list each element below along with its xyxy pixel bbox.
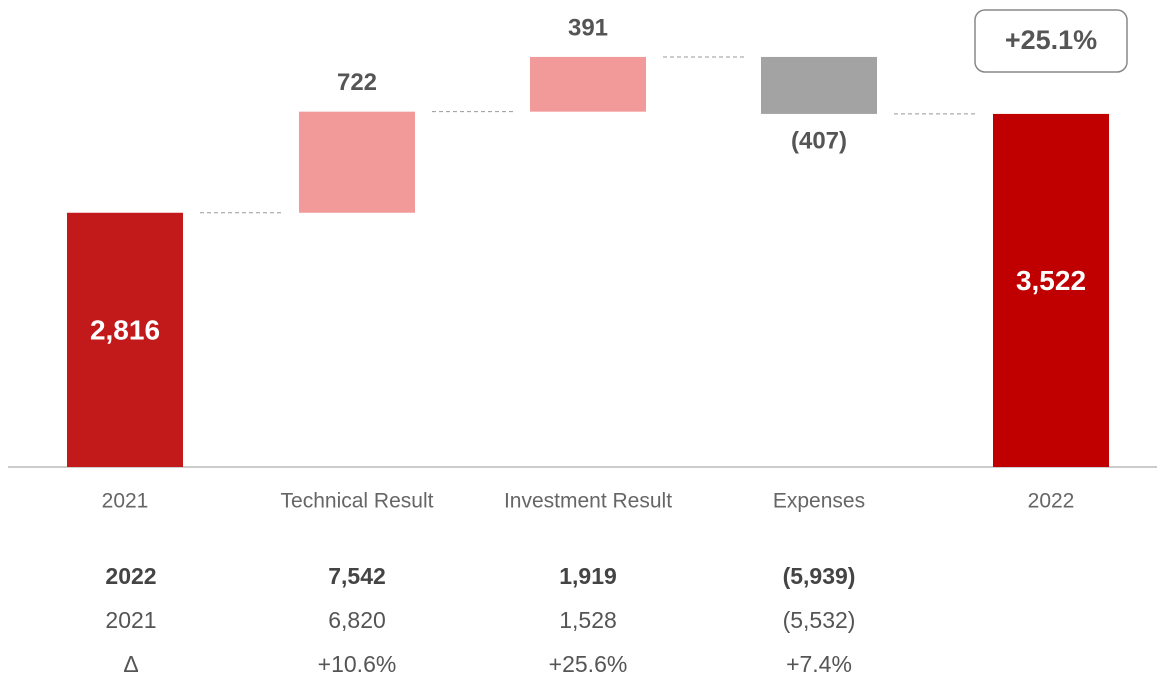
x-tick-label: 2021 (102, 490, 149, 513)
annotation-box (974, 9, 1128, 73)
table-cell: 1,919 (559, 563, 617, 589)
table-cell: (5,939) (783, 563, 856, 589)
table-cell: +25.6% (549, 651, 628, 677)
value-label: 391 (568, 14, 608, 41)
value-label: 3,522 (1016, 265, 1086, 296)
table-cell: +7.4% (786, 651, 852, 677)
table-cell: 1,528 (559, 607, 617, 633)
bar (299, 111, 415, 213)
value-label: 722 (337, 69, 377, 96)
table-cell: 7,542 (328, 563, 386, 589)
table-cell: +10.6% (318, 651, 397, 677)
table-cell: 2021 (105, 607, 156, 633)
bar (530, 56, 646, 112)
value-label: (407) (791, 127, 847, 154)
value-label: 2,816 (90, 314, 160, 345)
table-cell: (5,532) (783, 607, 856, 633)
x-tick-label: Expenses (773, 490, 865, 513)
annotation: +25.1% (1005, 25, 1097, 55)
x-tick-label: Investment Result (504, 490, 672, 513)
table-cell: 6,820 (328, 607, 386, 633)
table-cell: 2022 (105, 563, 156, 589)
bar (993, 113, 1109, 468)
table-cell: Δ (123, 651, 138, 677)
x-tick-label: 2022 (1028, 490, 1075, 513)
x-tick-label: Technical Result (281, 490, 434, 513)
bar (761, 56, 877, 114)
bar (67, 212, 183, 467)
